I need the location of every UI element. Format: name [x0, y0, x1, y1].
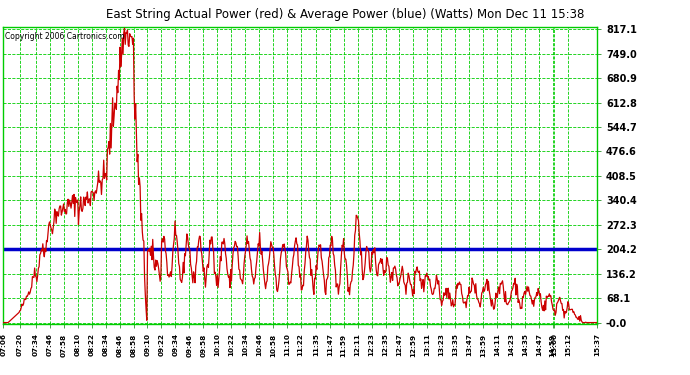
- Text: East String Actual Power (red) & Average Power (blue) (Watts) Mon Dec 11 15:38: East String Actual Power (red) & Average…: [106, 8, 584, 21]
- Text: Copyright 2006 Cartronics.com: Copyright 2006 Cartronics.com: [5, 32, 124, 41]
